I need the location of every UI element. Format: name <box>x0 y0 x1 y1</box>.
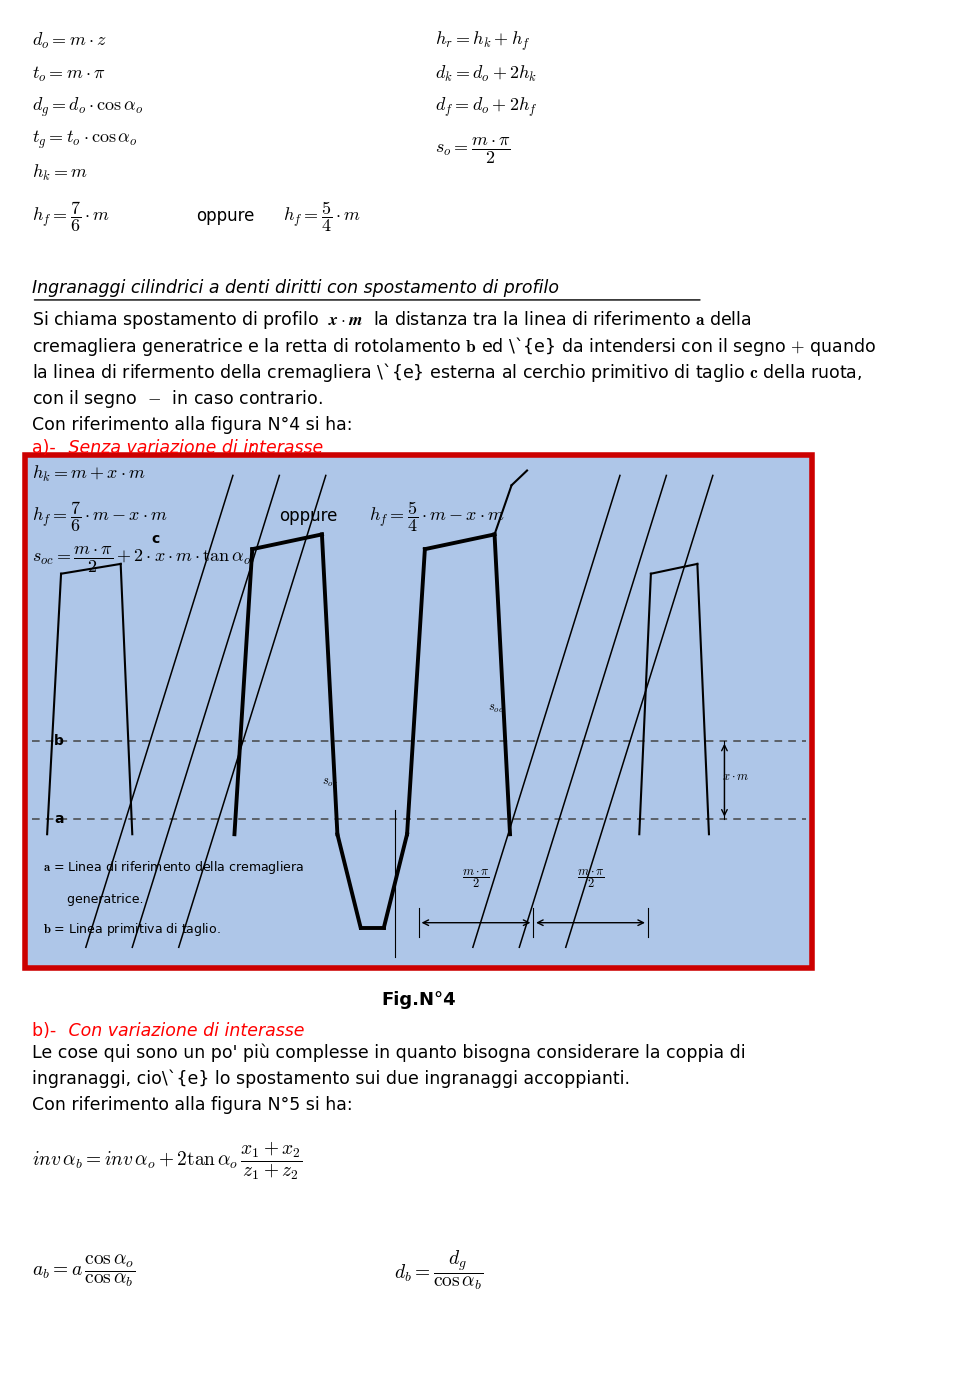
Text: :: : <box>250 438 255 456</box>
Text: a)-: a)- <box>32 438 60 456</box>
Text: generatrice.: generatrice. <box>43 893 144 906</box>
Text: Fig.N°4: Fig.N°4 <box>381 990 456 1008</box>
Text: $h_k = m + x \cdot m$: $h_k = m + x \cdot m$ <box>32 463 145 484</box>
Bar <box>25 455 812 968</box>
Text: $d_k = d_o + 2h_k$: $d_k = d_o + 2h_k$ <box>435 64 538 84</box>
Text: oppure: oppure <box>197 207 254 225</box>
Text: $d_f = d_o + 2h_f$: $d_f = d_o + 2h_f$ <box>435 95 538 119</box>
Text: $d_b = \dfrac{d_g}{\cos\alpha_b}$: $d_b = \dfrac{d_g}{\cos\alpha_b}$ <box>394 1249 484 1292</box>
Text: $d_g = d_o \cdot \cos\alpha_o$: $d_g = d_o \cdot \cos\alpha_o$ <box>32 95 143 119</box>
Text: b)-: b)- <box>32 1022 61 1040</box>
Text: $h_f = \dfrac{7}{6} \cdot m - x \cdot m$: $h_f = \dfrac{7}{6} \cdot m - x \cdot m$ <box>32 499 168 534</box>
Text: Si chiama spostamento di profilo  $\boldsymbol{x \cdot m}$  la distanza tra la l: Si chiama spostamento di profilo $\bolds… <box>32 310 751 332</box>
Text: Senza variazione di interasse: Senza variazione di interasse <box>63 438 324 456</box>
Text: oppure: oppure <box>278 508 337 526</box>
Text: ingranaggi, cio\`{e} lo spostamento sui due ingranaggi accoppianti.: ingranaggi, cio\`{e} lo spostamento sui … <box>32 1069 630 1088</box>
Text: $a_b = a\,\dfrac{\cos\alpha_o}{\cos\alpha_b}$: $a_b = a\,\dfrac{\cos\alpha_o}{\cos\alph… <box>32 1252 135 1289</box>
Text: Con riferimento alla figura N°4 si ha:: Con riferimento alla figura N°4 si ha: <box>32 415 352 433</box>
Text: con il segno  $\mathbf{-}$  in caso contrario.: con il segno $\mathbf{-}$ in caso contra… <box>32 387 323 409</box>
Text: $s_o = \dfrac{m \cdot \pi}{2}$: $s_o = \dfrac{m \cdot \pi}{2}$ <box>435 136 511 166</box>
Text: $h_f = \dfrac{7}{6} \cdot m$: $h_f = \dfrac{7}{6} \cdot m$ <box>32 199 109 234</box>
Text: $s_{oc}$: $s_{oc}$ <box>488 703 504 715</box>
Text: c: c <box>152 532 159 546</box>
Text: $h_f = \dfrac{5}{4} \cdot m - x \cdot m$: $h_f = \dfrac{5}{4} \cdot m - x \cdot m$ <box>370 499 505 534</box>
Text: $s_{oc} = \dfrac{m \cdot \pi}{2} + 2 \cdot x \cdot m \cdot \tan\alpha_o$: $s_{oc} = \dfrac{m \cdot \pi}{2} + 2 \cd… <box>32 545 251 575</box>
Text: $h_f = \dfrac{5}{4} \cdot m$: $h_f = \dfrac{5}{4} \cdot m$ <box>283 199 361 234</box>
Text: $inv\,\alpha_b = inv\,\alpha_o + 2\tan\alpha_o\,\dfrac{x_1+x_2}{z_1+z_2}$: $inv\,\alpha_b = inv\,\alpha_o + 2\tan\a… <box>32 1140 302 1182</box>
Text: b: b <box>54 734 63 748</box>
Text: cremagliera generatrice e la retta di rotolamento $\mathbf{b}$ ed \`{e} da inten: cremagliera generatrice e la retta di ro… <box>32 335 876 358</box>
Text: $s_{oc}$: $s_{oc}$ <box>322 776 338 790</box>
Text: $t_o = m \cdot \pi$: $t_o = m \cdot \pi$ <box>32 65 106 83</box>
Text: $t_g = t_o \cdot \cos\alpha_o$: $t_g = t_o \cdot \cos\alpha_o$ <box>32 129 137 151</box>
Text: $h_k = m$: $h_k = m$ <box>32 163 87 183</box>
Text: $\mathbf{a}$ = Linea di riferimento della cremagliera: $\mathbf{a}$ = Linea di riferimento dell… <box>43 859 304 875</box>
Text: Ingranaggi cilindrici a denti diritti con spostamento di profilo: Ingranaggi cilindrici a denti diritti co… <box>32 278 559 296</box>
Text: $h_r = h_k + h_f$: $h_r = h_k + h_f$ <box>435 29 531 53</box>
Text: Con variazione di interasse: Con variazione di interasse <box>63 1022 304 1040</box>
Text: $d_o = m \cdot z$: $d_o = m \cdot z$ <box>32 32 107 51</box>
Text: a: a <box>54 812 63 827</box>
Text: Con riferimento alla figura N°5 si ha:: Con riferimento alla figura N°5 si ha: <box>32 1095 352 1113</box>
Text: $x \cdot m$: $x \cdot m$ <box>722 770 750 783</box>
Text: Le cose qui sono un po' più complesse in quanto bisogna considerare la coppia di: Le cose qui sono un po' più complesse in… <box>32 1044 745 1062</box>
Text: $\mathbf{b}$ = Linea primitiva di taglio.: $\mathbf{b}$ = Linea primitiva di taglio… <box>43 921 221 938</box>
Text: la linea di rifermento della cremagliera \`{e} esterna al cerchio primitivo di t: la linea di rifermento della cremagliera… <box>32 361 862 384</box>
Text: $\dfrac{m \cdot \pi}{2}$: $\dfrac{m \cdot \pi}{2}$ <box>577 867 605 891</box>
Text: $\dfrac{m \cdot \pi}{2}$: $\dfrac{m \cdot \pi}{2}$ <box>462 867 490 891</box>
